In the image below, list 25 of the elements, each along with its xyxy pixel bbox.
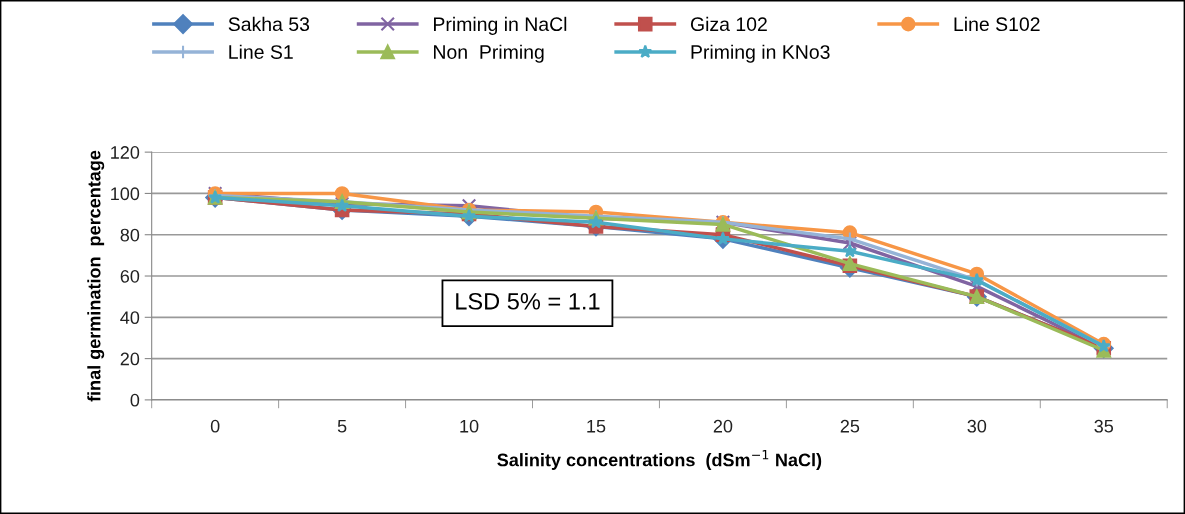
x-tick-label: 5	[337, 420, 347, 433]
y-tick-label: 100	[111, 187, 140, 201]
y-tick-label: 80	[120, 228, 140, 242]
legend-label: Non Priming	[434, 44, 544, 63]
annotation: LSD 5% = 1.1	[456, 292, 600, 310]
y-axis-title: final germination percentage	[87, 150, 105, 402]
legend-label: Line S1	[229, 44, 293, 59]
x-tick-label: 15	[587, 420, 606, 433]
y-tick-label: 0	[130, 393, 140, 407]
legend-label: Giza 102	[690, 16, 767, 32]
legend-label: Line S102	[954, 16, 1040, 32]
legend-label: Priming in KNo3	[691, 44, 830, 63]
y-tick-label: 60	[120, 269, 140, 283]
x-tick-label: 10	[460, 419, 479, 433]
y-tick-label: 20	[120, 352, 140, 366]
y-tick-label: 40	[120, 311, 140, 325]
legend-label: Sakha 53	[228, 16, 310, 32]
x-tick-label: 35	[1094, 419, 1114, 433]
legend-label: Priming in NaCl	[434, 16, 567, 35]
y-tick-label: 120	[111, 146, 140, 159]
x-tick-label: 0	[210, 419, 220, 433]
x-tick-label: 20	[713, 419, 733, 433]
x-tick-label: 30	[967, 419, 987, 433]
x-axis-title: Salinity concentrations (dSm$^{−1}$ NaCl)	[497, 450, 822, 470]
x-tick-label: 25	[840, 419, 860, 433]
